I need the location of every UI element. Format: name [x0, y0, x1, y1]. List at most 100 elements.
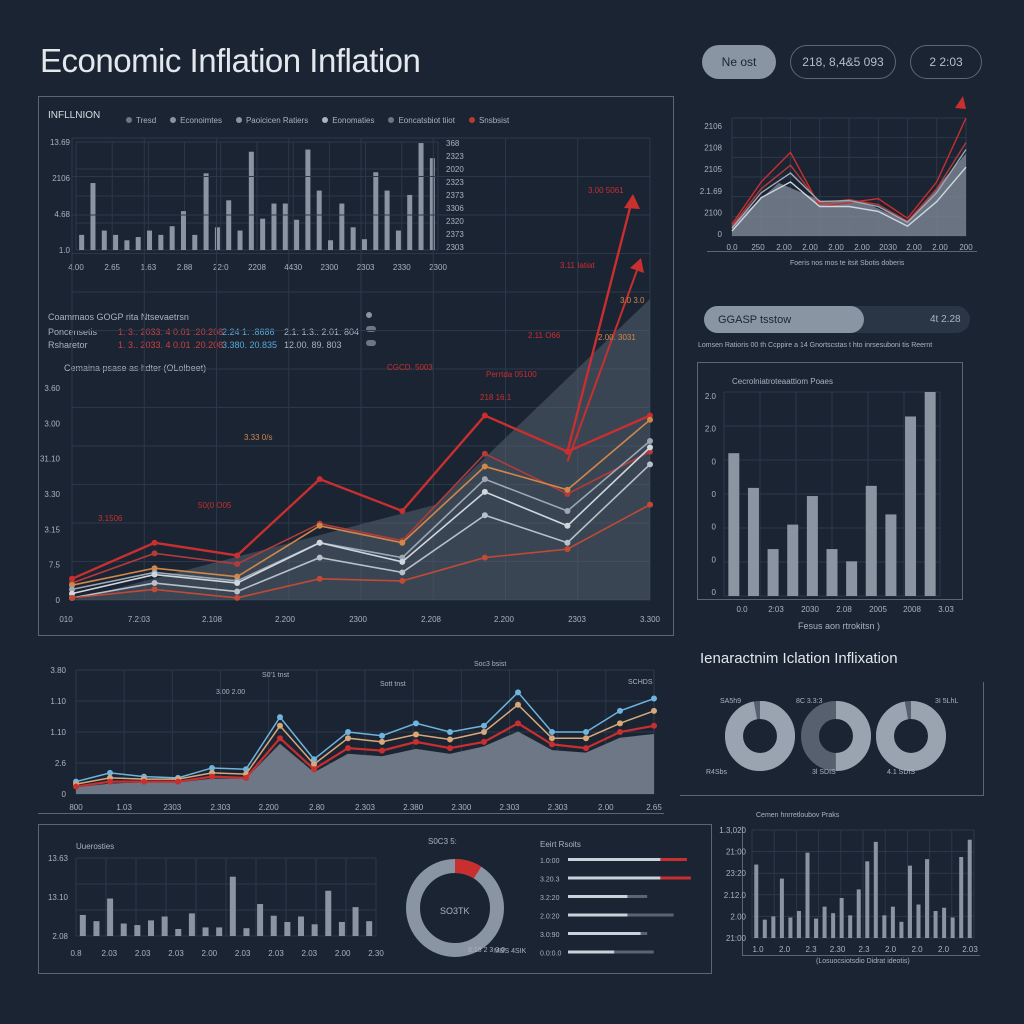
hbar-row-label: 3.2:20 [540, 895, 560, 902]
primary-button[interactable]: Ne ost [702, 45, 776, 79]
data-point [583, 729, 589, 735]
x-tick-label: 1.03 [116, 803, 132, 812]
y-tick-label: 1.0 [59, 246, 71, 255]
gauge-track [406, 859, 504, 957]
data-point [69, 582, 75, 589]
x-tick-label: 2.3 [805, 945, 817, 954]
series-line [731, 166, 967, 232]
series-line [71, 446, 651, 595]
series-line [75, 731, 655, 789]
hbar-highlight [660, 876, 691, 880]
data-point [583, 735, 589, 742]
data-point [515, 720, 521, 727]
chart-annotation: 2.00. 3031 [598, 333, 636, 342]
data-point [399, 569, 406, 576]
data-point [564, 491, 571, 497]
y-tick-label: 2.00 [730, 912, 746, 921]
y-tick-label: 3.80 [50, 666, 66, 675]
bar [361, 239, 367, 250]
x-tick-label: 2.08 [836, 605, 852, 614]
x-tick-label: 2.0 [885, 945, 897, 954]
bar [831, 913, 836, 938]
bar [226, 200, 232, 250]
bar [248, 151, 254, 250]
data-point [549, 741, 555, 748]
bar [161, 916, 168, 936]
bar [214, 227, 220, 250]
bar [270, 915, 277, 936]
bar [933, 911, 938, 938]
data-point [647, 501, 653, 508]
data-point [141, 778, 147, 785]
bottom-panel [38, 824, 712, 974]
area-fill [72, 298, 650, 600]
top-right-footer: Foeris nos mos te itsit Sbotis doberis [790, 260, 905, 267]
value-button[interactable]: 218, 8,4&5 093 [790, 45, 896, 79]
data-point [564, 546, 571, 553]
x-tick-label: 2.00 [932, 243, 948, 252]
progress-fill [704, 306, 864, 333]
data-point [345, 735, 351, 742]
series-line [71, 440, 651, 591]
bar [899, 921, 904, 938]
x-tick-label: 2.303 [499, 803, 520, 812]
x-tick-label: 2.65 [646, 803, 662, 812]
bar [158, 234, 164, 250]
gdp-progress-bar [704, 306, 970, 333]
info-row-value: 2.24 1. .8686 [222, 327, 275, 337]
y-tick-label: 13.10 [48, 893, 69, 902]
bar [316, 190, 322, 250]
x-tick-label: 2.300 [451, 803, 472, 812]
y-tick-label: 2.0 [705, 425, 717, 434]
data-point [549, 735, 555, 742]
y-tick-label: 0 [62, 790, 67, 799]
data-point [277, 722, 283, 729]
main-chart-panel [38, 96, 674, 636]
bottom-bar-chart-title: Uuerosties [76, 842, 115, 851]
series-line [71, 450, 651, 584]
bar [188, 913, 195, 936]
donut-label: R4Sbs [706, 769, 728, 776]
data-point [243, 774, 249, 781]
data-point [151, 550, 158, 557]
data-point [481, 463, 488, 470]
chart-annotation: 50(0 O05 [198, 501, 232, 510]
data-point [311, 761, 317, 768]
hbar-row-label: 0.0:0.0 [540, 951, 562, 958]
x-tick-label: 2.80 [309, 803, 325, 812]
data-point [234, 552, 241, 559]
chart-annotation: 3.1506 [98, 514, 123, 523]
y-tick-label: 31.10 [40, 455, 61, 464]
x-tick-label: 1.0 [752, 945, 764, 954]
progress-value: 4t 2.28 [930, 314, 961, 325]
info-toggle-icon [366, 340, 376, 346]
bar [967, 839, 972, 938]
info-row-value: 1. 3.. 2033. 4 0.01 .20.208 [118, 340, 224, 350]
hbar [568, 876, 661, 880]
y-tick-label: 0 [56, 596, 61, 605]
gauge-center: SO3TK [440, 906, 470, 916]
data-point [413, 738, 419, 745]
x-tick-label: 2:03 [768, 605, 784, 614]
x-tick-label: 2303 [163, 803, 181, 812]
page-title: Economic Inflation Inflation [40, 42, 421, 79]
bar [243, 928, 250, 936]
data-point [651, 695, 657, 702]
data-point [515, 701, 521, 708]
data-point [234, 580, 241, 587]
x-tick-label: 2.3 [858, 945, 870, 954]
x-tick-label: 4.00 [68, 263, 84, 272]
bar [747, 487, 759, 596]
data-point [647, 448, 653, 455]
hbar-row-label: 2.0:20 [540, 914, 560, 921]
date-button[interactable]: 2 2:03 [910, 45, 982, 79]
x-tick-label: 2.380 [403, 803, 424, 812]
x-tick-label: 2.0 [779, 945, 791, 954]
data-point [234, 588, 241, 595]
x-tick-label: 2.303 [210, 803, 231, 812]
bottom-right-chart-footer: (Losuocsiotsdio Didrat ideotis) [816, 958, 910, 965]
bar [959, 857, 964, 938]
bar [113, 234, 119, 250]
bar [839, 898, 844, 938]
info-row-label: Poncensetis [48, 327, 98, 337]
